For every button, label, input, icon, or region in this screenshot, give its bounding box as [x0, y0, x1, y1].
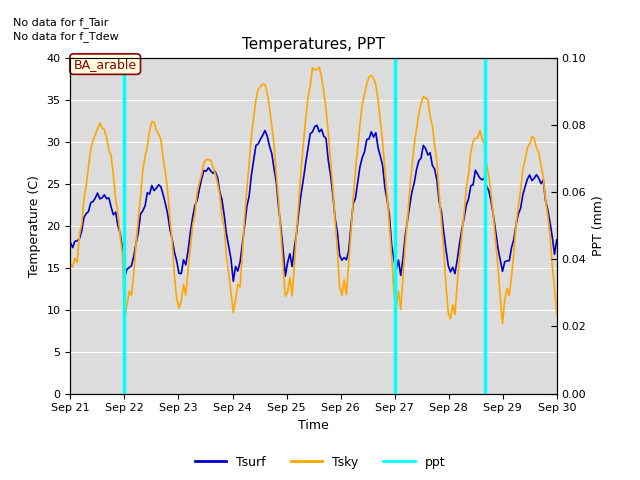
X-axis label: Time: Time — [298, 419, 329, 432]
Tsurf — [444, 263, 452, 268]
Y-axis label: PPT (mm): PPT (mm) — [592, 195, 605, 256]
Title: Temperatures, PPT: Temperatures, PPT — [242, 37, 385, 52]
Tsky — [499, 321, 506, 326]
Tsky — [442, 282, 450, 288]
Tsurf — [67, 240, 74, 245]
Tsky — [481, 142, 488, 147]
Text: BA_arable: BA_arable — [74, 58, 137, 71]
Tsurf — [351, 195, 359, 201]
Tsky — [553, 312, 561, 318]
Tsky — [316, 64, 323, 70]
Tsurf — [313, 122, 321, 128]
Tsurf — [189, 215, 196, 221]
Tsky — [67, 261, 74, 266]
Tsky — [189, 223, 196, 228]
Tsky — [345, 261, 353, 267]
Tsky — [349, 196, 357, 202]
Text: No data for f_Tdew: No data for f_Tdew — [13, 31, 118, 42]
Y-axis label: Temperature (C): Temperature (C) — [28, 175, 41, 276]
Tsurf — [175, 270, 183, 276]
Legend: Tsurf, Tsky, ppt: Tsurf, Tsky, ppt — [190, 451, 450, 474]
Tsky — [175, 305, 183, 311]
Tsurf — [230, 278, 237, 284]
Line: Tsurf: Tsurf — [70, 125, 557, 281]
Tsurf — [347, 224, 355, 229]
Tsurf — [553, 237, 561, 243]
Line: Tsky: Tsky — [70, 67, 557, 324]
Text: No data for f_Tair: No data for f_Tair — [13, 17, 108, 28]
Tsurf — [483, 183, 490, 189]
